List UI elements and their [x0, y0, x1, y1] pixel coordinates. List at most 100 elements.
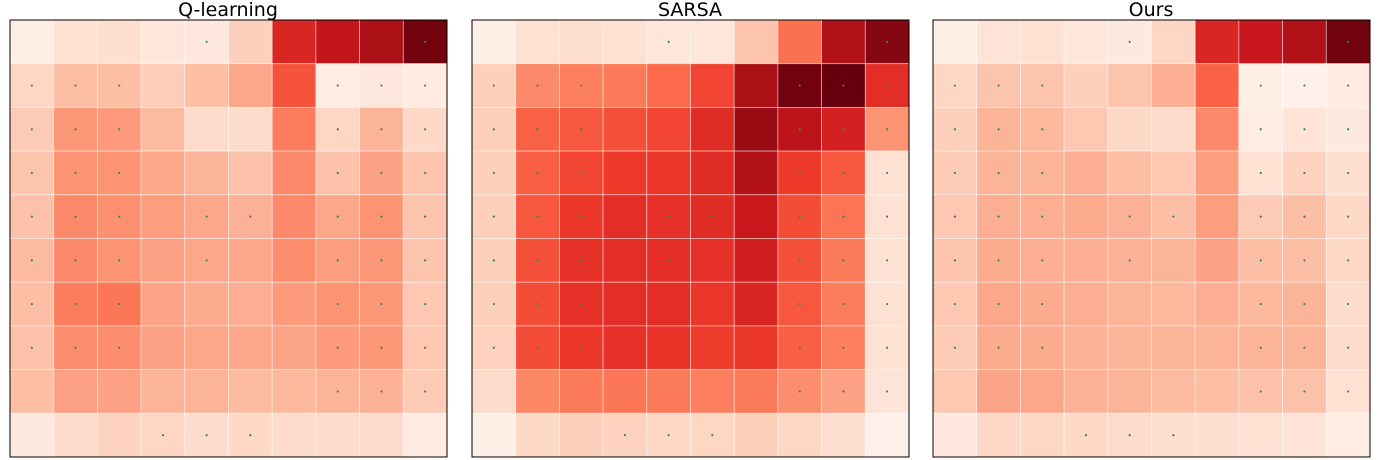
panel-title-q-learning: Q-learning [178, 0, 278, 21]
cell-marker [205, 215, 208, 218]
cell-marker [886, 346, 889, 349]
cell-marker [886, 40, 889, 43]
cell-marker [336, 259, 339, 262]
heatmap-cell [821, 63, 866, 108]
heatmap-cell [690, 281, 735, 327]
cell-marker [798, 259, 801, 262]
heatmap-cell [1151, 325, 1196, 370]
cell-marker [842, 171, 845, 175]
cell-marker [1172, 215, 1175, 218]
cell-marker [842, 259, 845, 262]
cell-marker [1259, 128, 1262, 131]
heatmap-cell [1151, 238, 1196, 283]
heatmap-cell [1020, 19, 1065, 65]
cell-marker [1041, 84, 1044, 87]
heatmap-cell [140, 107, 186, 152]
cell-marker [424, 259, 427, 262]
heatmap-cell [271, 238, 317, 283]
heatmap-cell [402, 63, 448, 108]
heatmap-cell [1063, 107, 1109, 152]
cell-marker [74, 346, 77, 349]
heatmap-cell [602, 325, 648, 370]
cell-marker [798, 302, 801, 306]
cell-marker [667, 215, 670, 218]
heatmap-cell [228, 238, 273, 283]
cell-marker [1259, 302, 1262, 306]
heatmap-cell [1151, 107, 1196, 152]
cell-marker [380, 390, 383, 393]
cell-marker [492, 302, 495, 306]
panel-ours: Ours [932, 0, 1371, 458]
heatmap-cell [515, 369, 560, 414]
cell-marker [424, 40, 427, 43]
cell-marker [118, 171, 121, 175]
cell-marker [1347, 390, 1350, 393]
heatmap-cell [690, 150, 735, 196]
cell-marker [1041, 171, 1044, 175]
cell-marker [798, 84, 801, 87]
heatmap-cell [1151, 369, 1196, 414]
heatmap-cell [646, 369, 691, 414]
heatmap-cell [9, 369, 55, 414]
cell-marker [1259, 84, 1262, 87]
cell-marker [30, 346, 33, 349]
cell-marker [30, 84, 33, 87]
cell-marker [1347, 40, 1350, 43]
heatmap-cell [690, 238, 735, 283]
heatmap-cell [646, 150, 691, 196]
cell-marker [424, 346, 427, 349]
heatmap-cell [1063, 63, 1109, 108]
cell-marker [1303, 302, 1306, 306]
heatmap-cell [1151, 63, 1196, 108]
cell-marker [842, 84, 845, 87]
heatmap-cell [184, 281, 229, 327]
heatmap-cell [932, 412, 978, 458]
heatmap-cell [821, 19, 866, 65]
cell-marker [1347, 84, 1350, 87]
heatmap-cell [1020, 412, 1065, 458]
heatmap-cell [1282, 19, 1327, 65]
cell-marker [74, 215, 77, 218]
heatmap-cell [228, 369, 273, 414]
heatmap-cell [140, 19, 186, 65]
cell-marker [1128, 434, 1131, 437]
heatmap-cell [1063, 194, 1109, 239]
heatmap-cell [733, 107, 779, 152]
cell-marker [1128, 259, 1131, 262]
heatmap-cell [471, 238, 517, 283]
heatmap-cell [53, 194, 98, 239]
heatmap-cell [184, 325, 229, 370]
heatmap-cell [1194, 150, 1240, 196]
cell-marker [886, 259, 889, 262]
cell-marker [1303, 171, 1306, 175]
cell-marker [667, 434, 670, 437]
cell-marker [118, 128, 121, 131]
cell-marker [842, 215, 845, 218]
heatmap-cell [97, 369, 142, 414]
heatmap-cell [1020, 369, 1065, 414]
cell-marker [1259, 259, 1262, 262]
heatmap-cell [932, 369, 978, 414]
heatmap-cell [1194, 194, 1240, 239]
heatmap-cell [140, 238, 186, 283]
heatmap-cell [733, 150, 779, 196]
heatmap-cell [864, 412, 910, 458]
heatmap-cell [271, 107, 317, 152]
cell-marker [842, 346, 845, 349]
cell-marker [580, 302, 583, 306]
cell-marker [1303, 259, 1306, 262]
cell-marker [886, 84, 889, 87]
heatmap-cell [140, 281, 186, 327]
heatmap-cell [184, 63, 229, 108]
heatmap-cell [1151, 150, 1196, 196]
cell-marker [580, 128, 583, 131]
heatmap-cell [1063, 281, 1109, 327]
heatmap-cell [9, 412, 55, 458]
cell-marker [886, 128, 889, 131]
heatmap-cell [1063, 150, 1109, 196]
heatmap-cell [359, 412, 404, 458]
cell-marker [1347, 215, 1350, 218]
heatmap-cell [690, 325, 735, 370]
heatmap-cell [602, 238, 648, 283]
cell-marker [1041, 346, 1044, 349]
